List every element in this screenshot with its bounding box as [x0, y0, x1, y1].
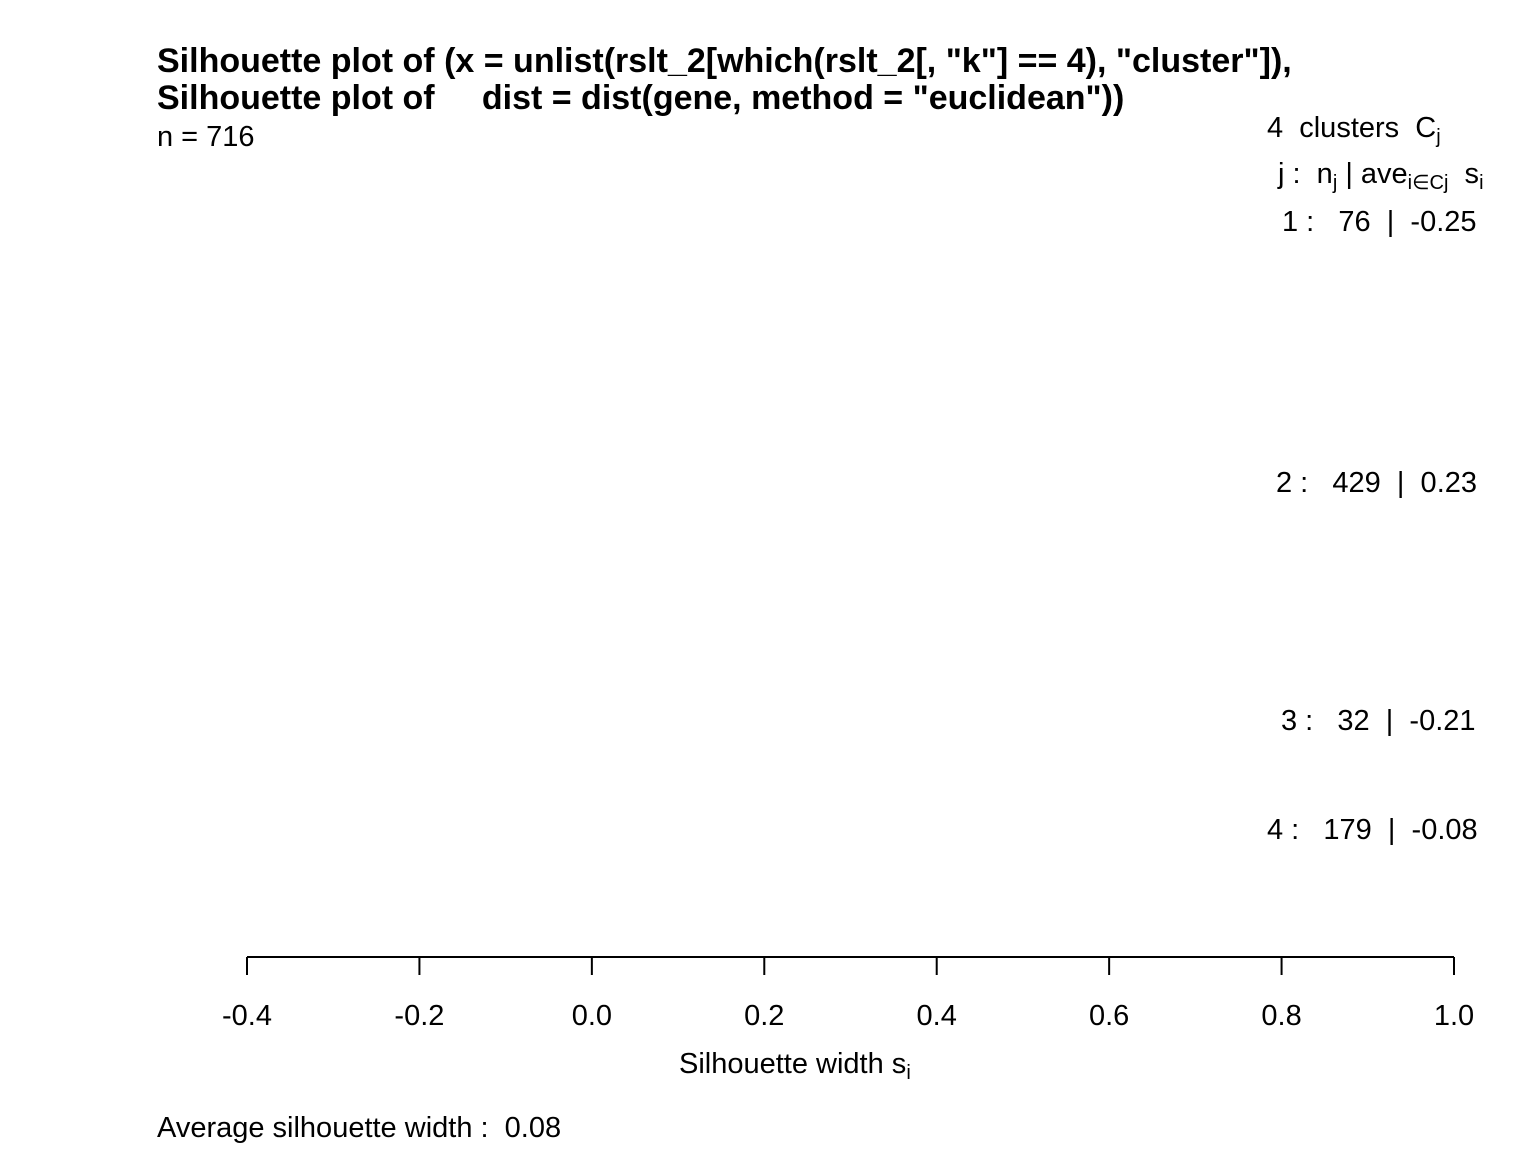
- sample-size-label: n = 716: [157, 121, 255, 153]
- x-axis-label-sub: i: [906, 1062, 911, 1084]
- legend-col-prefix: j : n: [1278, 158, 1333, 190]
- legend-header-clusters: 4 clusters Cj: [1267, 112, 1441, 149]
- cluster-row-3: 3 : 32 | -0.21: [1281, 705, 1476, 737]
- x-axis-label: Silhouette width si: [679, 1048, 911, 1085]
- chart-title-line-2: Silhouette plot of dist = dist(gene, met…: [157, 79, 1125, 117]
- x-tick-label: -0.2: [394, 1000, 444, 1032]
- x-tick-label: 0.6: [1089, 1000, 1129, 1032]
- legend-header-clusters-text: 4 clusters C: [1267, 112, 1437, 144]
- x-tick-label: 0.4: [917, 1000, 957, 1032]
- x-tick-label: 0.0: [572, 1000, 612, 1032]
- legend-col-sub-j: j: [1332, 172, 1338, 194]
- cluster-legend: 4 clusters Cj j : nj | avei∈Cj si 1 : 76…: [1240, 108, 1520, 846]
- cluster-row-4: 4 : 179 | -0.08: [1267, 814, 1478, 846]
- x-tick-label: 0.8: [1261, 1000, 1301, 1032]
- average-silhouette-label: Average silhouette width : 0.08: [157, 1112, 562, 1144]
- legend-col-sub-i: i: [1479, 172, 1484, 194]
- x-tick-label: -0.4: [222, 1000, 272, 1032]
- cluster-row-2: 2 : 429 | 0.23: [1276, 467, 1478, 499]
- legend-col-ave: | ave: [1337, 158, 1408, 190]
- x-tick-label: 1.0: [1434, 1000, 1474, 1032]
- legend-col-sub-icj: i∈Cj: [1407, 172, 1449, 194]
- x-tick-label: 0.2: [744, 1000, 784, 1032]
- legend-header-columns: j : nj | avei∈Cj si: [1278, 158, 1484, 195]
- legend-col-s: s: [1448, 158, 1480, 190]
- cluster-row-1: 1 : 76 | -0.25: [1282, 206, 1477, 238]
- x-axis-label-text: Silhouette width s: [679, 1048, 907, 1080]
- chart-title-line-1: Silhouette plot of (x = unlist(rslt_2[wh…: [157, 42, 1292, 80]
- legend-header-clusters-sub: j: [1436, 126, 1441, 148]
